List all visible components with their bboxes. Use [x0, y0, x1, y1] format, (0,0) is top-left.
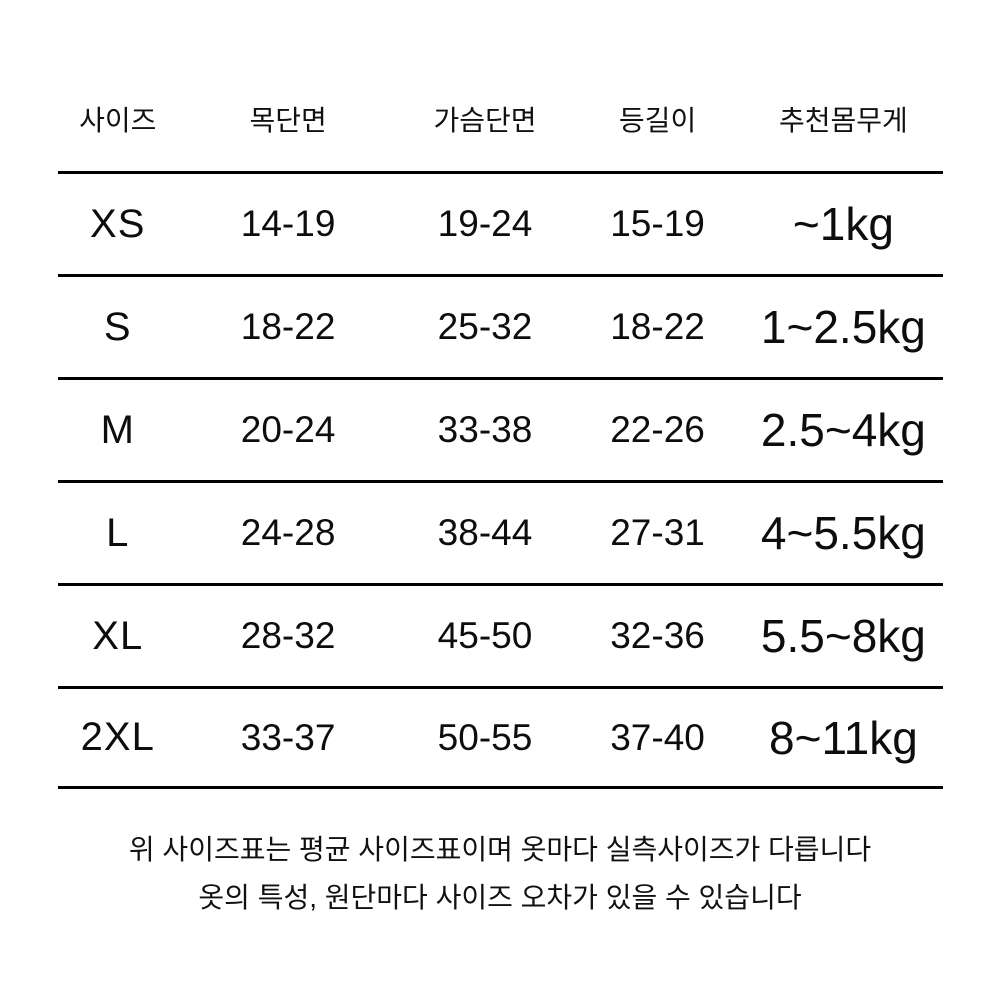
- table-row-s: S 18-22 25-32 18-22 1~2.5kg: [58, 274, 943, 377]
- disclaimer-line-2: 옷의 특성, 원단마다 사이즈 오차가 있을 수 있습니다: [198, 882, 802, 913]
- weight-value: 4~5.5kg: [760, 507, 926, 559]
- neck-value: 24-28: [240, 512, 336, 553]
- chest-value: 45-50: [437, 615, 533, 656]
- size-label: S: [103, 304, 132, 349]
- weight-value: 5.5~8kg: [760, 610, 926, 662]
- size-label: M: [100, 407, 135, 452]
- size-table: 사이즈 목단면 가슴단면 등길이 추천몸무게 XS 14-19 19-24 15…: [58, 0, 943, 789]
- size-label: XS: [90, 201, 146, 246]
- neck-value: 33-37: [240, 716, 336, 758]
- neck-value: 14-19: [240, 203, 336, 244]
- table-row-m: M 20-24 33-38 22-26 2.5~4kg: [58, 377, 943, 480]
- weight-value: 2.5~4kg: [760, 404, 926, 456]
- neck-value: 18-22: [240, 306, 336, 347]
- neck-value: 20-24: [240, 409, 336, 450]
- back-value: 27-31: [610, 512, 705, 553]
- table-header-row: 사이즈 목단면 가슴단면 등길이 추천몸무게: [58, 0, 943, 171]
- back-value: 32-36: [610, 615, 705, 656]
- weight-value: 1~2.5kg: [760, 301, 926, 353]
- table-row-2xl: 2XL 33-37 50-55 37-40 8~11kg: [58, 686, 943, 789]
- size-label: 2XL: [80, 715, 155, 759]
- neck-value: 28-32: [240, 615, 336, 656]
- weight-value: 8~11kg: [769, 711, 918, 764]
- disclaimer-line-1: 위 사이즈표는 평균 사이즈표이며 옷마다 실측사이즈가 다릅니다: [128, 834, 872, 865]
- back-value: 18-22: [610, 306, 705, 347]
- table-row-l: L 24-28 38-44 27-31 4~5.5kg: [58, 480, 943, 583]
- weight-value: ~1kg: [792, 198, 894, 250]
- chest-value: 19-24: [437, 203, 533, 244]
- back-value: 22-26: [610, 409, 705, 450]
- back-value: 15-19: [610, 203, 705, 244]
- table-row-xl: XL 28-32 45-50 32-36 5.5~8kg: [58, 583, 943, 686]
- column-header-weight: 추천몸무게: [779, 105, 908, 136]
- size-label: XL: [92, 613, 144, 658]
- chest-value: 50-55: [437, 716, 533, 758]
- column-header-size: 사이즈: [79, 105, 157, 136]
- column-header-back: 등길이: [618, 105, 697, 136]
- back-value: 37-40: [610, 716, 705, 758]
- column-header-chest: 가슴단면: [433, 105, 537, 136]
- disclaimer-text: 위 사이즈표는 평균 사이즈표이며 옷마다 실측사이즈가 다릅니다 옷의 특성,…: [0, 826, 1000, 922]
- chest-value: 38-44: [437, 512, 533, 553]
- table-row-xs: XS 14-19 19-24 15-19 ~1kg: [58, 171, 943, 274]
- column-header-neck: 목단면: [249, 105, 327, 136]
- chest-value: 33-38: [437, 409, 533, 450]
- chest-value: 25-32: [437, 306, 533, 347]
- size-label: L: [106, 510, 130, 555]
